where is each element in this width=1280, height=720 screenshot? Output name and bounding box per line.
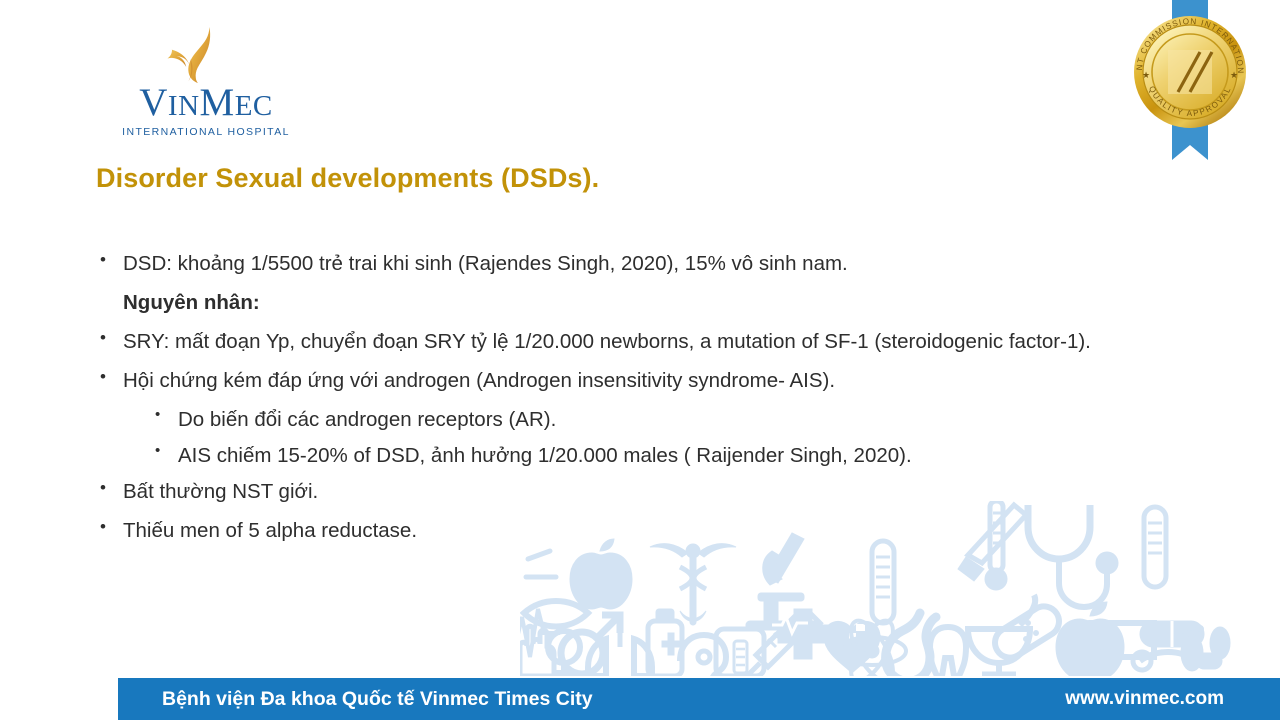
list-item-text: Do biến đổi các androgen receptors (AR). xyxy=(178,408,557,432)
capsule-pill-icon xyxy=(1139,620,1205,648)
mortar-pestle-icon xyxy=(964,593,1039,676)
slide-body: • DSD: khoảng 1/5500 trẻ trai khi sinh (… xyxy=(92,250,1202,556)
list-item: • SRY: mất đoạn Yp, chuyển đoạn SRY tỷ l… xyxy=(92,328,1202,355)
seal-star-left: ★ xyxy=(1142,70,1150,80)
ambulance-icon xyxy=(1077,620,1161,673)
lungs-icon xyxy=(585,623,655,676)
bird-icon xyxy=(167,27,211,83)
slide-footer: Bệnh viện Đa khoa Quốc tế Vinmec Times C… xyxy=(118,678,1280,720)
list-item: • Do biến đổi các androgen receptors (AR… xyxy=(147,406,1202,433)
vinmec-logo-subtitle: INTERNATIONAL HOSPITAL xyxy=(122,126,290,138)
list-item: • Bất thường NST giới. xyxy=(92,478,1202,505)
wordmark-ec: EC xyxy=(234,90,273,122)
ear-icon xyxy=(677,631,730,676)
list-item-text: AIS chiếm 15-20% of DSD, ảnh hưởng 1/20.… xyxy=(178,444,912,468)
bullet-marker: • xyxy=(100,367,106,387)
list-item-text: DSD: khoảng 1/5500 trẻ trai khi sinh (Ra… xyxy=(123,252,848,275)
footer-website-link[interactable]: www.vinmec.com xyxy=(1065,688,1224,709)
list-item-text: Bất thường NST giới. xyxy=(123,480,319,504)
jci-gold-seal: JOINT COMMISSION INTERNATIONAL QUALITY A… xyxy=(1124,0,1246,160)
section-heading: Nguyên nhân: xyxy=(123,291,260,315)
list-item: • DSD: khoảng 1/5500 trẻ trai khi sinh (… xyxy=(92,250,1202,277)
slide-title: Disorder Sexual developments (DSDs). xyxy=(96,163,600,193)
cotton-swab-icon xyxy=(1138,649,1223,670)
bullet-marker: • xyxy=(100,328,106,348)
ecg-line-icon xyxy=(520,608,560,658)
hand-icon xyxy=(520,623,557,676)
stomach-icon xyxy=(881,608,941,676)
list-item: • Hội chứng kém đáp ứng với androgen (An… xyxy=(92,367,1202,394)
heart-cross-icon xyxy=(823,621,881,674)
seal-star-right: ★ xyxy=(1230,70,1238,80)
list-item: • AIS chiếm 15-20% of DSD, ảnh hưởng 1/2… xyxy=(147,442,1202,469)
tooth-icon xyxy=(926,623,970,676)
cross-pulse-icon xyxy=(772,608,829,660)
medicine-bottle-icon xyxy=(645,608,685,676)
apple-icon xyxy=(1055,601,1125,676)
wordmark-v: V xyxy=(139,81,168,124)
female-symbol-icon xyxy=(545,628,583,676)
list-item-text: Thiếu men of 5 alpha reductase. xyxy=(123,519,418,543)
lips-icon xyxy=(520,598,593,630)
vinmec-wordmark: VINMEC xyxy=(118,82,294,127)
vinmec-logo: VINMEC INTERNATIONAL HOSPITAL xyxy=(118,26,294,138)
wordmark-m: M xyxy=(199,81,235,124)
footprints-icon xyxy=(1180,624,1231,672)
list-item-text: SRY: mất đoạn Yp, chuyển đoạn SRY tỷ lệ … xyxy=(123,330,1091,354)
syringe-icon xyxy=(744,609,824,676)
male-symbol-icon xyxy=(557,611,624,676)
bullet-marker: • xyxy=(155,442,161,460)
atom-icon xyxy=(836,618,908,676)
bullet-marker: • xyxy=(155,406,161,424)
list-item: • Thiếu men of 5 alpha reductase. xyxy=(92,517,1202,544)
iv-bag-icon xyxy=(713,626,767,676)
bandage-icon xyxy=(992,603,1062,661)
bullet-marker: • xyxy=(100,250,106,269)
bullet-marker: • xyxy=(100,517,106,537)
wordmark-in: IN xyxy=(167,90,200,122)
bullet-marker: • xyxy=(100,478,106,498)
footer-hospital-name: Bệnh viện Đa khoa Quốc tế Vinmec Times C… xyxy=(162,687,593,710)
list-item-text: Hội chứng kém đáp ứng với androgen (Andr… xyxy=(123,369,836,393)
